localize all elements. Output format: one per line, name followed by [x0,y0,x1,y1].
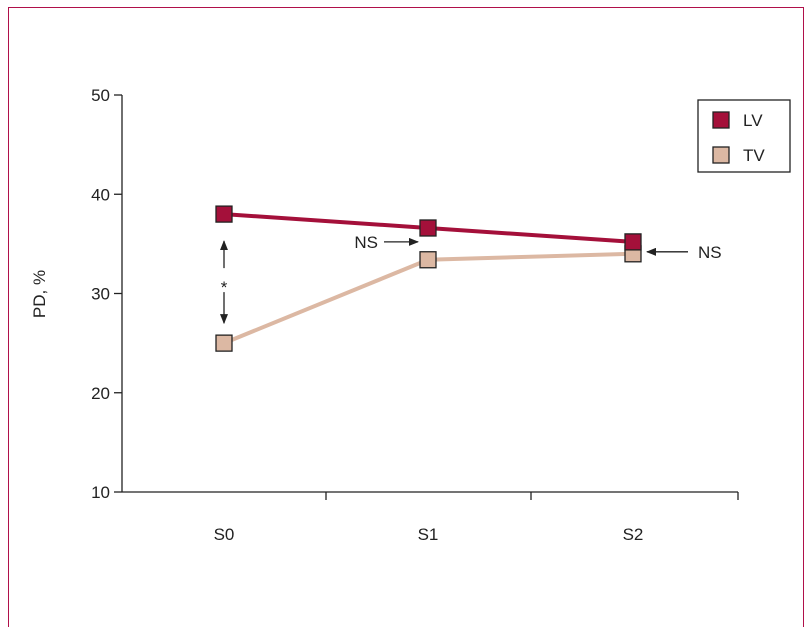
x-tick-label: S1 [418,525,439,544]
data-point-tv [215,334,233,352]
y-axis: 10 20 30 40 50 [91,86,123,502]
figure-frame [8,7,804,627]
legend: LV TV [697,99,791,173]
ns-label-s1: NS [354,233,378,252]
series-layer [215,205,642,352]
legend-swatch-tv [712,146,730,164]
x-tick-label: S0 [214,525,235,544]
data-point-lv [215,205,233,223]
data-point-lv [419,219,437,237]
y-tick-label: 10 [91,483,110,502]
y-tick-label: 30 [91,285,110,304]
significance-star: * [221,278,228,297]
legend-swatch-lv [712,111,730,129]
annotation-layer: * NS NS [220,233,722,325]
x-axis: S0 S1 S2 [122,491,739,544]
data-point-lv [624,233,642,251]
ns-label-s2: NS [698,243,722,262]
y-axis-label: PD, % [30,270,49,318]
y-tick-label: 40 [91,185,110,204]
y-tick-label: 50 [91,86,110,105]
data-point-tv [419,251,437,269]
legend-label-lv: LV [743,111,763,130]
legend-label-tv: TV [743,146,765,165]
y-tick-label: 20 [91,384,110,403]
x-tick-label: S2 [623,525,644,544]
